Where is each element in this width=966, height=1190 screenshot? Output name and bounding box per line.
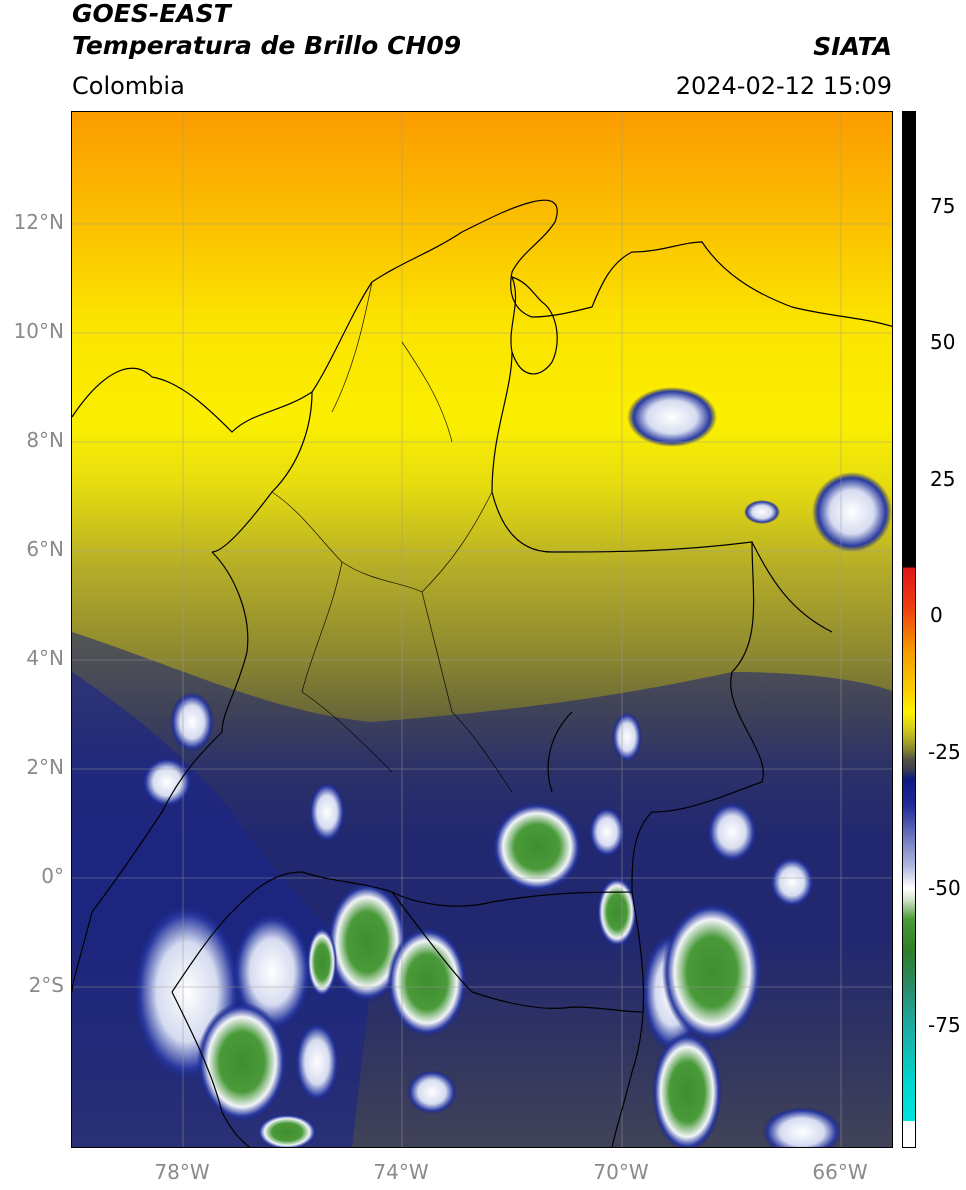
lat-label-12n: 12°N [13, 210, 64, 234]
timestamp-label: 2024-02-12 15:09 [675, 72, 892, 100]
lat-label-2n: 2°N [26, 755, 64, 779]
colorbar-tick-minus25: -25 [928, 740, 961, 764]
region-label: Colombia [72, 72, 185, 100]
lat-label-10n: 10°N [13, 319, 64, 343]
lon-label-66w: 66°W [812, 1160, 868, 1184]
colorbar-tick-minus75: -75 [928, 1013, 961, 1037]
title-line-1: GOES-EAST [72, 0, 231, 28]
lat-label-0: 0° [41, 864, 64, 888]
colorbar-tick-25: 25 [930, 467, 956, 491]
lat-label-4n: 4°N [26, 646, 64, 670]
lat-label-6n: 6°N [26, 537, 64, 561]
brand-label: SIATA [813, 32, 892, 61]
title-line-2: Temperatura de Brillo CH09 [72, 31, 462, 60]
brightness-temperature-image [72, 112, 892, 1147]
colorbar [902, 111, 916, 1148]
colorbar-tick-minus50: -50 [928, 876, 961, 900]
lon-label-74w: 74°W [373, 1160, 429, 1184]
lon-label-70w: 70°W [593, 1160, 649, 1184]
colorbar-tick-0: 0 [930, 603, 943, 627]
satellite-map [71, 111, 893, 1148]
lat-label-8n: 8°N [26, 428, 64, 452]
colorbar-tick-50: 50 [930, 330, 956, 354]
colorbar-tick-75: 75 [930, 194, 956, 218]
lon-label-78w: 78°W [154, 1160, 210, 1184]
lat-label-2s: 2°S [28, 973, 64, 997]
